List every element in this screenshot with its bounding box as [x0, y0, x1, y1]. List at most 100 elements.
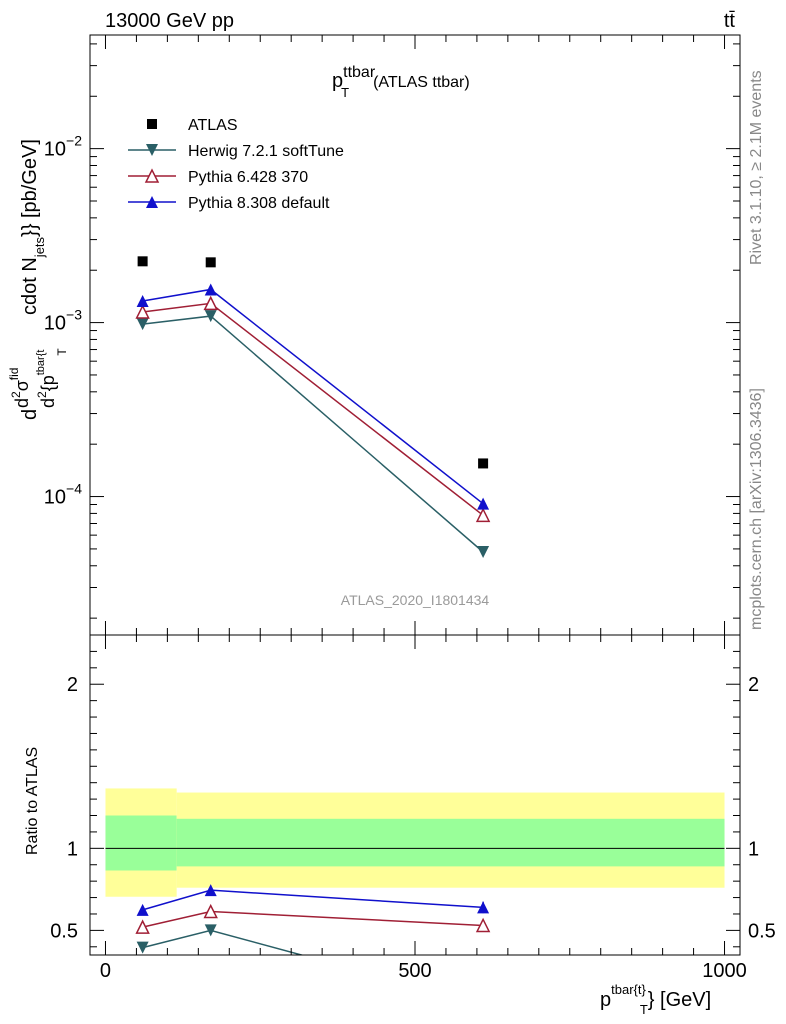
xtick-label-2: 1000	[702, 960, 747, 982]
main-series-line-1	[142, 315, 484, 553]
legend-marker-2	[144, 168, 160, 183]
main-axes: 10−410−310−2	[44, 34, 741, 636]
main-point-3-1	[204, 283, 217, 296]
main-point-0-0	[137, 256, 148, 267]
ratio-point-0-2	[477, 998, 489, 1010]
main-ytick-base: 10	[44, 313, 66, 335]
main-ytick-label-0: 10−4	[44, 481, 82, 509]
ratio-series-line-1	[142, 910, 484, 928]
main-point-0-2	[478, 458, 489, 469]
main-point-1-2	[477, 546, 490, 559]
ratio-ytick-label-right-1: 1	[748, 838, 759, 860]
header-left-label: 13000 GeV pp	[105, 10, 234, 32]
main-series-line-2	[142, 302, 484, 516]
xtick-label-0: 0	[100, 960, 111, 982]
xtick-label-1: 500	[398, 960, 431, 982]
main-series-0	[137, 256, 489, 469]
ylabel-part12: jets	[32, 236, 47, 258]
main-ylabel: d d2σfid d2{ptbar{t T cdot Njets}} [pb/Ge…	[1, 139, 71, 420]
ylabel-part4: σ	[12, 380, 32, 391]
svg-text:d d2σfid d2{ptbar{: d d2σfid d2{ptbar{t T cdot Njets}} [pb/Ge…	[1, 139, 71, 420]
main-point-0-1	[205, 257, 216, 268]
main-point-2-1	[203, 295, 218, 311]
ylabel-part8: {p	[38, 375, 58, 391]
ratio-series-1	[135, 903, 491, 934]
xlabel-sub: T	[640, 1002, 648, 1017]
main-series-2	[135, 295, 491, 523]
main-ytick-label-1: 10−3	[44, 307, 82, 335]
main-point-2-0	[135, 304, 150, 319]
ratio-point-0-1	[204, 924, 217, 937]
legend-marker-0	[147, 119, 157, 129]
main-point-3-2	[477, 497, 490, 510]
ylabel-part1: d	[19, 409, 41, 420]
ratio-point-1-2	[475, 917, 491, 933]
ratio-band-green-0	[105, 815, 177, 871]
ratio-ytick-label-left-2: 2	[67, 674, 78, 696]
legend-marker-3	[146, 196, 158, 208]
legend-label-3: Pythia 8.308 default	[188, 195, 330, 212]
rivet-label: Rivet 3.1.10, ≥ 2.1M events	[748, 70, 765, 265]
ratio-point-0-0	[136, 941, 149, 954]
legend-marker-1	[146, 144, 158, 156]
ratio-ytick-label-left-1: 1	[67, 838, 78, 860]
main-point-3-0	[136, 295, 149, 308]
ylabel-part10: T	[55, 348, 69, 356]
ylabel-part13: }} [pb/GeV]	[19, 139, 41, 237]
ylabel-part2: d	[12, 398, 32, 408]
ratio-series-0	[136, 924, 489, 1010]
main-series-1	[136, 310, 490, 559]
legend-label-2: Pythia 6.428 370	[188, 169, 308, 186]
ylabel-part11: cdot N	[19, 257, 41, 315]
plot-title-rest: (ATLAS ttbar)	[373, 74, 470, 91]
legend: ATLAS Herwig 7.2.1 softTune Pythia 6.428 3…	[128, 117, 344, 212]
ylabel-part5: fid	[7, 368, 21, 381]
main-point-1-1	[204, 310, 217, 323]
x-axis-label: ptbar{t} T} [GeV]	[600, 982, 711, 1017]
main-ytick-base: 10	[44, 487, 66, 509]
xlabel-main: p	[600, 989, 611, 1011]
main-ytick-exp: −2	[66, 133, 82, 149]
ratio-ytick-label-right-0: 0.5	[748, 920, 776, 942]
header-right-label: tt̄	[724, 10, 736, 32]
ratio-point-2-1	[204, 884, 217, 897]
mcplots-label: mcplots.cern.ch [arXiv:1306.3436]	[748, 388, 765, 630]
ratio-ytick-label-left-0: 0.5	[50, 920, 78, 942]
xlabel-sup: tbar{t}	[611, 982, 646, 997]
legend-label-1: Herwig 7.2.1 softTune	[188, 143, 344, 160]
ratio-ytick-label-right-2: 2	[748, 674, 759, 696]
plot-title-sup: ttbar	[343, 64, 376, 81]
ylabel-part3: 2	[9, 391, 23, 398]
ratio-panel	[105, 788, 725, 897]
main-ytick-exp: −3	[66, 307, 82, 323]
ratio-ylabel: Ratio to ATLAS	[24, 747, 41, 855]
main-point-1-0	[136, 318, 149, 331]
ratio-series-line-0	[142, 929, 305, 955]
ylabel-part7: 2	[35, 391, 49, 398]
ratio-band-green-1	[176, 818, 725, 867]
ratio-point-1-0	[135, 919, 150, 934]
ratio-series-layer	[135, 884, 491, 1010]
main-ytick-label-2: 10−2	[44, 133, 82, 161]
main-series-line-3	[142, 288, 484, 505]
legend-label-0: ATLAS	[188, 117, 238, 134]
ylabel-part6: d	[38, 398, 58, 408]
plot-title: pttbar T (ATLAS ttbar)	[332, 64, 470, 100]
main-ytick-base: 10	[44, 139, 66, 161]
analysis-watermark: ATLAS_2020_I1801434	[341, 592, 490, 608]
plot-title-sub: T	[341, 85, 349, 100]
ratio-point-1-1	[203, 903, 218, 919]
ratio-point-2-2	[477, 901, 490, 914]
ylabel-part9: tbar{t	[35, 350, 47, 376]
ratio-point-2-0	[136, 903, 149, 916]
plot-title-main: p	[332, 70, 343, 92]
xlabel-rest: } [GeV]	[648, 989, 711, 1011]
main-series-layer	[135, 256, 491, 559]
main-series-3	[136, 283, 490, 510]
main-ytick-exp: −4	[66, 481, 82, 497]
main-point-2-2	[475, 507, 491, 523]
ratio-series-line-2	[142, 889, 484, 911]
ratio-axes: 0.5 0.5 1 1 2 2 0 500 1000	[50, 634, 776, 982]
ratio-series-2	[136, 884, 490, 916]
